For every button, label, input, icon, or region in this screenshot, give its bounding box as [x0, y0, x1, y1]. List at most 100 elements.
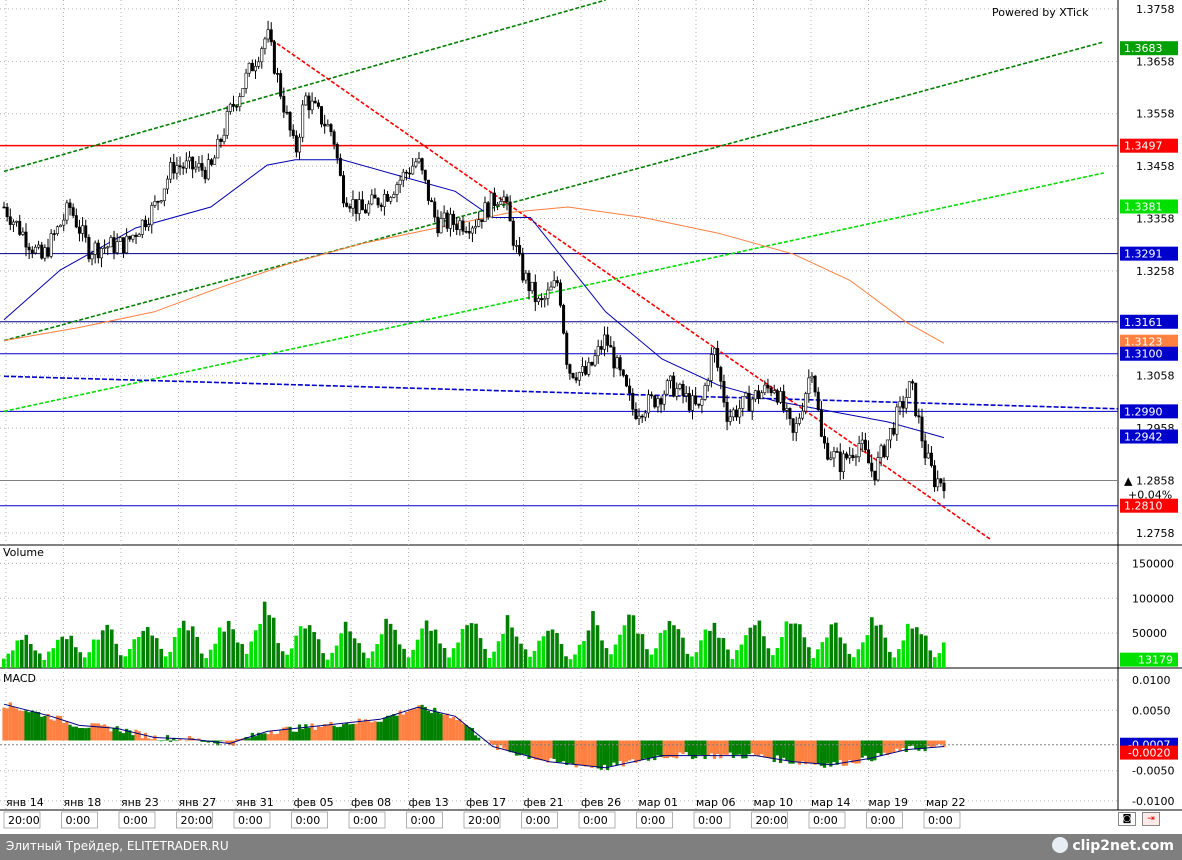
macd-histogram-bar — [640, 740, 644, 760]
candle-body — [467, 231, 471, 234]
macd-histogram-bar — [668, 740, 673, 757]
x-axis-date-label: фев 05 — [294, 796, 334, 809]
macd-histogram-bar — [184, 740, 188, 742]
x-axis-time-label: 0:00 — [296, 814, 321, 827]
candle-body — [634, 408, 638, 419]
volume-bar — [388, 623, 393, 668]
macd-axis-tick: -0.0050 — [1132, 765, 1174, 778]
volume-bar — [244, 653, 249, 668]
candle-body — [502, 196, 506, 202]
volume-bar — [793, 623, 798, 668]
x-axis-date-label: мар 01 — [639, 796, 679, 809]
exit-icon[interactable]: ⇥ — [1142, 812, 1160, 826]
candle-body — [458, 220, 462, 230]
x-axis-time-box — [866, 811, 903, 829]
macd-histogram-bar — [417, 705, 421, 741]
macd-histogram-bar — [219, 740, 223, 742]
macd-histogram-bar — [247, 738, 251, 741]
volume-bar — [757, 620, 762, 668]
candle-body — [448, 213, 452, 229]
x-axis-time-label: 0:00 — [411, 814, 436, 827]
candle-body — [606, 334, 610, 346]
macd-histogram-bar — [643, 740, 647, 759]
macd-histogram-bar — [36, 711, 41, 741]
candle-body — [257, 61, 261, 67]
macd-histogram-bar — [888, 740, 893, 754]
macd-histogram-bar — [914, 740, 918, 750]
candle-body — [137, 234, 141, 237]
candle-body — [401, 171, 405, 181]
candle-body — [430, 200, 434, 203]
macd-histogram-bar — [939, 740, 943, 745]
candle-body — [816, 391, 820, 411]
candle-body — [200, 163, 204, 171]
candle-body — [360, 199, 364, 211]
macd-histogram-bar — [863, 740, 868, 756]
candle-body — [364, 209, 368, 214]
macd-histogram-bar — [571, 740, 575, 765]
price-tag-box — [1120, 199, 1178, 214]
candle-body — [81, 225, 85, 234]
camera-icon[interactable]: ◙ — [1118, 812, 1136, 826]
volume-bar — [784, 621, 789, 668]
macd-histogram-bar — [549, 740, 553, 759]
macd-histogram-bar — [665, 740, 669, 759]
macd-histogram-bar — [260, 733, 264, 741]
x-axis-date-label: янв 27 — [179, 796, 217, 809]
candle-body — [709, 354, 713, 381]
volume-bar — [384, 618, 388, 668]
candle-body — [540, 298, 544, 301]
macd-histogram-bar — [458, 718, 462, 741]
candle-body — [653, 395, 657, 408]
macd-histogram-bar — [275, 733, 280, 741]
macd-histogram-bar — [653, 740, 657, 761]
macd-histogram-bar — [942, 740, 946, 748]
macd-histogram-bar — [304, 724, 308, 741]
candle-body — [835, 451, 839, 453]
candle-body — [854, 456, 858, 459]
candle-body — [860, 439, 864, 444]
macd-histogram-bar — [461, 723, 465, 741]
macd-histogram-bar — [115, 726, 119, 741]
volume-bar — [703, 629, 708, 668]
macd-histogram-bar — [323, 724, 327, 741]
volume-bar — [753, 625, 757, 668]
macd-histogram-bar — [140, 738, 144, 741]
volume-bar — [595, 625, 600, 668]
x-axis-time-label: 0:00 — [66, 814, 91, 827]
candle-body — [659, 398, 663, 405]
macd-histogram-bar — [593, 740, 597, 767]
volume-bar — [649, 654, 654, 668]
macd-histogram-bar — [694, 740, 698, 759]
candle-body — [735, 409, 739, 418]
macd-histogram-bar — [882, 740, 886, 753]
volume-bar — [87, 652, 92, 668]
macd-histogram-bar — [121, 733, 126, 741]
macd-histogram-bar — [514, 740, 519, 756]
candle-body — [433, 201, 437, 218]
macd-histogram-bar — [24, 710, 28, 741]
candle-body — [656, 398, 660, 408]
candle-body — [571, 373, 575, 378]
macd-histogram-bar — [335, 727, 339, 741]
macd-histogram-bar — [624, 740, 629, 762]
macd-histogram-bar — [348, 724, 352, 741]
candle-body — [87, 237, 91, 260]
macd-histogram-bar — [832, 740, 836, 763]
macd-histogram-bar — [558, 740, 563, 763]
candle-body — [21, 231, 25, 235]
macd-histogram-bar — [87, 727, 91, 741]
candle-body — [914, 382, 918, 417]
macd-histogram-bar — [429, 713, 434, 741]
candle-body — [580, 366, 584, 373]
x-axis-time-box — [521, 811, 558, 829]
macd-histogram-bar — [363, 719, 368, 741]
macd-histogram-bar — [568, 740, 572, 764]
candle-body — [276, 73, 280, 75]
macd-histogram-bar — [530, 740, 534, 758]
macd-signal-line — [3, 703, 945, 769]
candle-body — [904, 397, 908, 409]
candle-body — [43, 247, 47, 259]
candle-body — [882, 445, 886, 458]
macd-histogram-bar — [543, 740, 547, 760]
